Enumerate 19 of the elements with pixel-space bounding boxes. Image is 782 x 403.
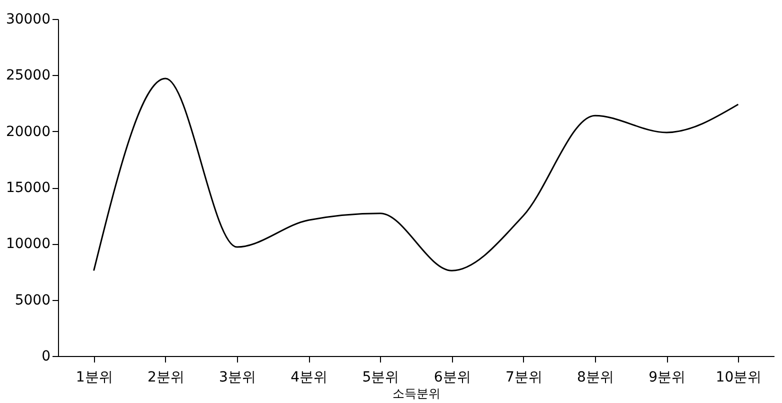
y-tick-label: 5000	[14, 292, 50, 308]
x-tick-label: 1분위	[76, 370, 113, 386]
y-tick-label: 25000	[6, 68, 50, 84]
y-tick-label: 10000	[6, 236, 50, 252]
x-tick-label: 2분위	[147, 370, 184, 386]
x-tick-label: 8분위	[577, 370, 614, 386]
x-tick-label: 3분위	[219, 370, 256, 386]
x-tick-label: 6분위	[434, 370, 471, 386]
y-tick-label: 15000	[6, 180, 50, 196]
x-axis-title: 소득분위	[392, 386, 440, 400]
y-tick-label: 30000	[6, 12, 50, 28]
x-tick-label: 7분위	[505, 370, 542, 386]
x-tick-label: 4분위	[290, 370, 328, 386]
x-tick-label: 10분위	[716, 370, 762, 386]
y-tick-label: 0	[42, 348, 50, 364]
x-tick-label: 9분위	[648, 370, 686, 386]
x-tick-label: 5분위	[362, 370, 400, 386]
y-tick-label: 20000	[6, 124, 50, 140]
line-series	[93, 78, 739, 272]
